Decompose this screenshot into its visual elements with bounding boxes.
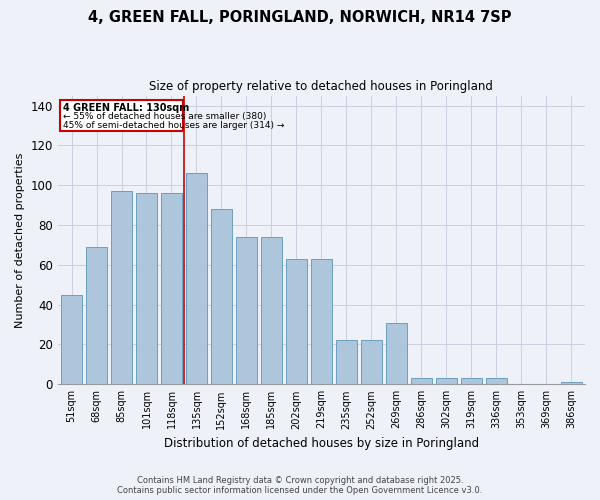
Bar: [136, 193, 157, 384]
Bar: [436, 378, 457, 384]
Text: ← 55% of detached houses are smaller (380): ← 55% of detached houses are smaller (38…: [63, 112, 266, 122]
X-axis label: Distribution of detached houses by size in Poringland: Distribution of detached houses by size …: [164, 437, 479, 450]
Bar: [111, 191, 132, 384]
Bar: [86, 247, 107, 384]
Bar: [236, 237, 257, 384]
Bar: [211, 209, 232, 384]
Bar: [336, 340, 357, 384]
Y-axis label: Number of detached properties: Number of detached properties: [15, 152, 25, 328]
Bar: [311, 259, 332, 384]
Bar: [186, 173, 207, 384]
Bar: [485, 378, 507, 384]
Text: Contains HM Land Registry data © Crown copyright and database right 2025.
Contai: Contains HM Land Registry data © Crown c…: [118, 476, 482, 495]
Bar: [386, 322, 407, 384]
Bar: [560, 382, 582, 384]
Bar: [461, 378, 482, 384]
Title: Size of property relative to detached houses in Poringland: Size of property relative to detached ho…: [149, 80, 493, 93]
Bar: [286, 259, 307, 384]
Text: 4 GREEN FALL: 130sqm: 4 GREEN FALL: 130sqm: [63, 102, 190, 113]
Bar: [261, 237, 282, 384]
Bar: [161, 193, 182, 384]
Text: 4, GREEN FALL, PORINGLAND, NORWICH, NR14 7SP: 4, GREEN FALL, PORINGLAND, NORWICH, NR14…: [88, 10, 512, 25]
FancyBboxPatch shape: [59, 100, 184, 132]
Bar: [361, 340, 382, 384]
Bar: [411, 378, 432, 384]
Bar: [61, 294, 82, 384]
Text: 45% of semi-detached houses are larger (314) →: 45% of semi-detached houses are larger (…: [63, 122, 284, 130]
